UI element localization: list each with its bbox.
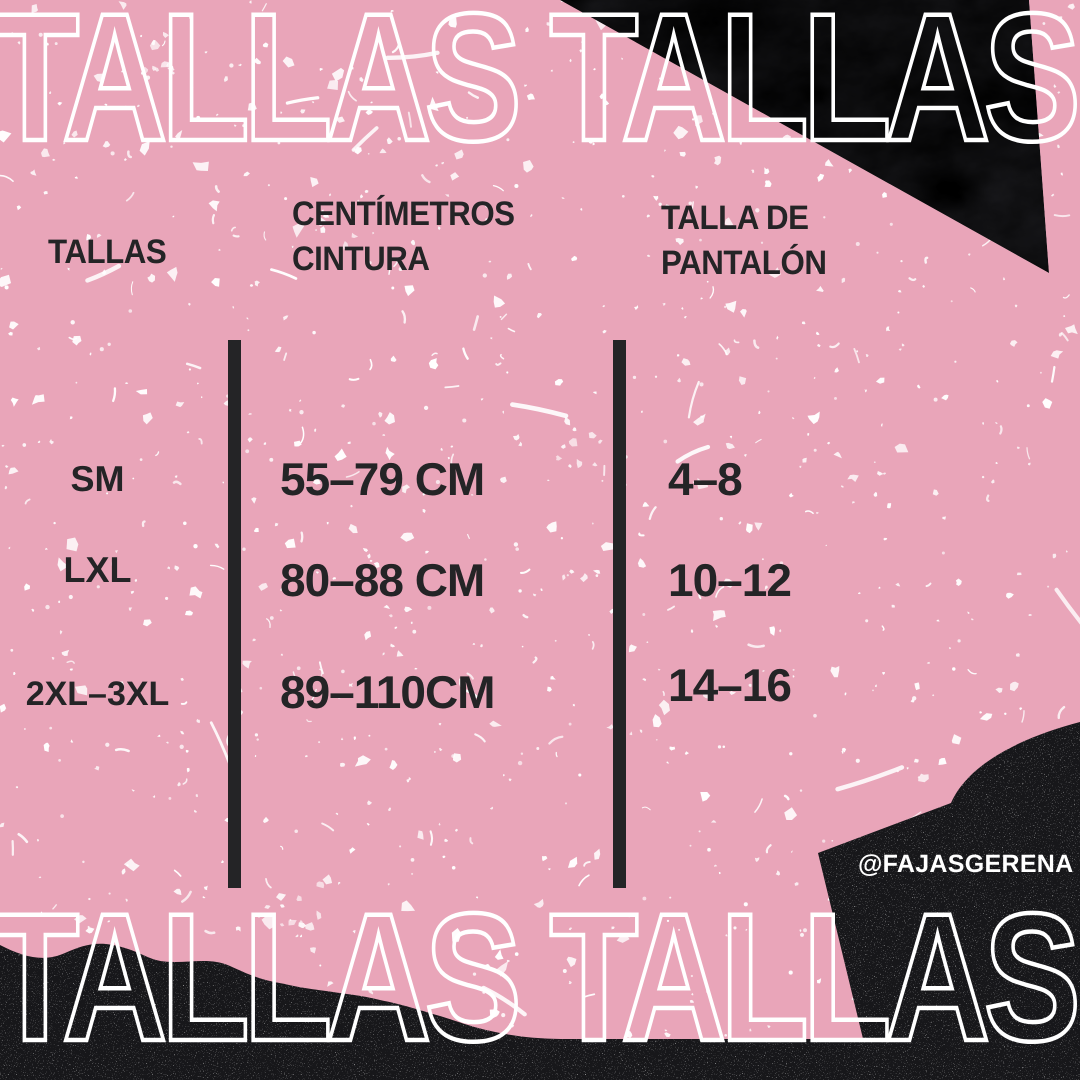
svg-text:TALLAS TALLAS: TALLAS TALLAS bbox=[0, 875, 1076, 1079]
